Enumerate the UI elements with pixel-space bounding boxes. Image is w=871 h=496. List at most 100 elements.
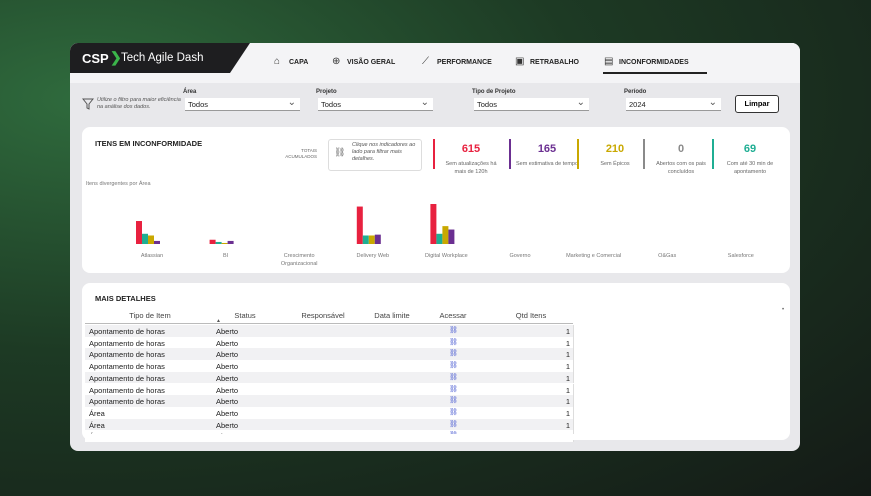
kpi-bar (577, 139, 579, 169)
nav-icon: ⌂ (274, 56, 280, 67)
cell-status: Aberto (216, 374, 238, 383)
bar (369, 235, 375, 244)
cell-qtd: 1 (540, 350, 570, 359)
filter-dropdown[interactable]: Todos (185, 98, 300, 111)
column-header[interactable]: Qtd Itens (491, 311, 571, 320)
x-tick-label: CrescimentoOrganizacional (281, 253, 318, 267)
bar (210, 240, 216, 244)
cell-qtd: 1 (540, 421, 570, 430)
filter-dropdown[interactable]: 2024 (626, 98, 721, 111)
x-tick-label: Marketing e Comercial (566, 253, 621, 259)
cell-status: Aberto (216, 409, 238, 418)
kpi-bar (509, 139, 511, 169)
kpi-value[interactable]: 0 (651, 143, 711, 155)
bar (142, 234, 148, 244)
kpi-label: Sem atualizações há mais de 120h (439, 160, 503, 176)
access-link[interactable]: ⛓ (449, 408, 458, 416)
access-link[interactable]: ⛓ (449, 361, 458, 369)
nav-item[interactable]: PERFORMANCE (437, 59, 492, 66)
nav-item[interactable]: INCONFORMIDADES (619, 59, 689, 66)
column-header[interactable]: Responsável (283, 311, 363, 320)
filter-dropdown[interactable]: Todos (318, 98, 433, 111)
header-rule (85, 323, 573, 324)
kpi-label: Com até 30 min de apontamento (718, 160, 782, 176)
x-tick-label: Digital Workplace (425, 253, 468, 259)
cell-tipo: Apontamento de horas (89, 386, 165, 395)
brand: CSP (82, 51, 109, 66)
bar (357, 207, 363, 244)
kpi-bar (433, 139, 435, 169)
access-link[interactable]: ⛓ (449, 349, 458, 357)
nav-icon: ▤ (604, 56, 613, 67)
nav-icon: ⟋ (422, 56, 429, 67)
nav-icon: ⊕ (332, 56, 340, 67)
table-row (85, 407, 574, 419)
nav-item[interactable]: VISÃO GERAL (347, 59, 395, 66)
x-tick-label: O&Gas (658, 253, 676, 259)
kpi-value[interactable]: 165 (517, 143, 577, 155)
access-link[interactable]: ⛓ (449, 338, 458, 346)
nav-active-underline (603, 72, 707, 74)
cell-status: Aberto (216, 350, 238, 359)
bar (448, 230, 454, 244)
cell-tipo: Apontamento de horas (89, 374, 165, 383)
cell-tipo: Área (89, 409, 105, 418)
access-link[interactable]: ⛓ (449, 385, 458, 393)
nav-icon: ▣ (515, 56, 524, 67)
access-link[interactable]: ⛓ (449, 326, 458, 334)
cell-status: Aberto (216, 386, 238, 395)
filter-icon (82, 98, 94, 110)
kpi-bar (712, 139, 714, 169)
filter-dropdown[interactable]: Todos (474, 98, 589, 111)
cell-status: Aberto (216, 397, 238, 406)
kpi-label: Abertos com os pais concluídos (649, 160, 713, 176)
cell-qtd: 1 (540, 409, 570, 418)
bar (136, 221, 142, 244)
filter-hint: Utilize o filtro para maior eficiência n… (97, 97, 182, 111)
kpi-value[interactable]: 615 (441, 143, 501, 155)
bar (154, 241, 160, 244)
cell-status: Aberto (216, 362, 238, 371)
x-tick-label: Atlassian (141, 253, 163, 259)
column-header[interactable]: Tipo de Item (110, 311, 190, 320)
x-tick-label: Delivery Web (356, 253, 389, 259)
bar (436, 234, 442, 244)
clear-button[interactable]: Limpar (735, 95, 779, 113)
filter-label: Tipo de Projeto (472, 89, 516, 95)
access-link[interactable]: ⛓ (449, 420, 458, 428)
nav-item[interactable]: CAPA (289, 59, 308, 66)
column-header[interactable]: Acessar (413, 311, 493, 320)
brand-chevron: ❯ (110, 49, 122, 66)
more-dots: • (782, 307, 784, 313)
access-link[interactable]: ⛓ (449, 373, 458, 381)
cell-tipo: Apontamento de horas (89, 350, 165, 359)
table-title: MAIS DETALHES (95, 294, 156, 303)
x-tick-label: BI (223, 253, 229, 259)
nav-item[interactable]: RETRABALHO (530, 59, 579, 66)
cell-status: Aberto (216, 339, 238, 348)
cell-qtd: 1 (540, 362, 570, 371)
cell-tipo: Área (89, 421, 105, 430)
cell-tipo: Apontamento de horas (89, 362, 165, 371)
bar (148, 235, 154, 244)
bar (363, 235, 369, 244)
bar (442, 226, 448, 244)
x-tick-label: Salesforce (728, 253, 754, 259)
kpi-value[interactable]: 69 (720, 143, 780, 155)
bar (375, 235, 381, 244)
cell-qtd: 1 (540, 374, 570, 383)
filter-label: Projeto (316, 89, 337, 95)
filter-label: Área (183, 89, 196, 95)
cell-status: Aberto (216, 327, 238, 336)
cell-tipo: Apontamento de horas (89, 327, 165, 336)
kpi-value[interactable]: 210 (585, 143, 645, 155)
table-fade (85, 434, 575, 440)
cell-qtd: 1 (540, 327, 570, 336)
bar (216, 242, 222, 244)
filter-label: Período (624, 89, 646, 95)
access-link[interactable]: ⛓ (449, 396, 458, 404)
cell-status: Aberto (216, 421, 238, 430)
bar (222, 243, 228, 244)
cell-qtd: 1 (540, 339, 570, 348)
